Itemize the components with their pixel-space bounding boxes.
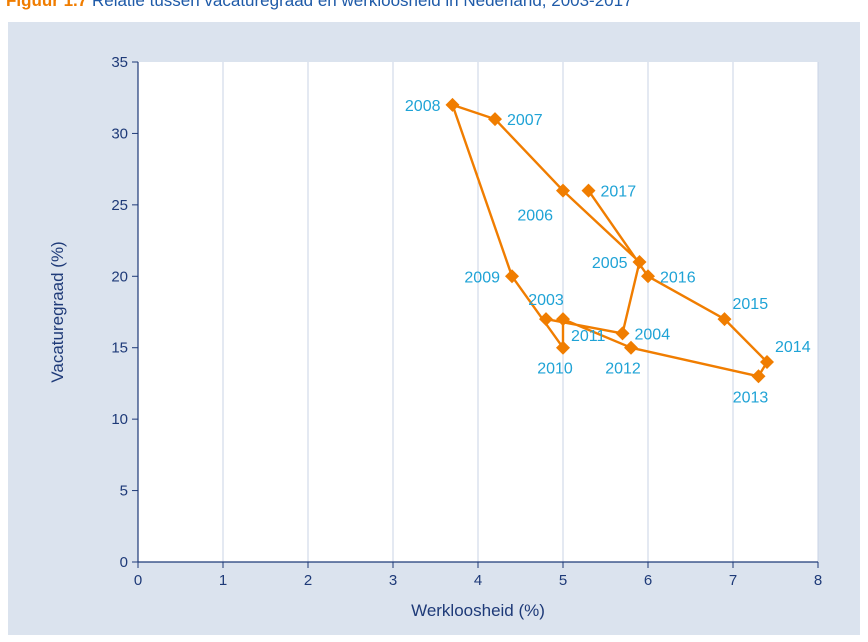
point-label-2008: 2008 (405, 98, 441, 115)
point-label-2016: 2016 (660, 269, 696, 286)
x-tick-label: 7 (729, 572, 737, 589)
x-tick-label: 8 (814, 572, 822, 589)
figure-caption-text: Relatie tussen vacaturegraad en werkloos… (91, 0, 633, 10)
figure-caption-label: Figuur 1.7 (6, 0, 88, 10)
y-tick-label: 35 (111, 54, 128, 71)
x-tick-label: 2 (304, 572, 312, 589)
point-label-2017: 2017 (601, 184, 637, 201)
point-label-2010: 2010 (537, 361, 573, 378)
data-point-2008 (445, 97, 460, 112)
figure-caption: Figuur 1.7 Relatie tussen vacaturegraad … (6, 0, 856, 11)
point-label-2004: 2004 (635, 326, 671, 343)
y-tick-label: 30 (111, 125, 128, 142)
point-label-2013: 2013 (733, 389, 769, 406)
data-point-2014 (760, 355, 774, 369)
point-label-2003: 2003 (528, 292, 564, 309)
data-point-2015 (717, 312, 732, 327)
y-tick-label: 25 (111, 197, 128, 214)
point-label-2007: 2007 (507, 112, 543, 129)
grid-lines (222, 62, 819, 562)
x-tick-label: 6 (644, 572, 652, 589)
y-tick-label: 0 (120, 554, 128, 571)
data-point-2007 (488, 112, 502, 127)
point-label-2009: 2009 (464, 269, 500, 286)
point-label-2006: 2006 (517, 208, 553, 225)
y-tick-label: 5 (120, 483, 128, 500)
x-axis-title: Werkloosheid (%) (411, 601, 545, 620)
y-tick-label: 15 (111, 340, 128, 357)
data-point-2016 (641, 269, 655, 284)
data-point-2006 (556, 183, 570, 198)
data-point-2011 (556, 312, 570, 327)
point-label-2012: 2012 (605, 361, 641, 378)
y-tick-label: 20 (111, 268, 128, 285)
x-tick-label: 1 (219, 572, 227, 589)
x-tick-label: 4 (474, 572, 482, 589)
x-axis-ticks: 0 1 2 3 4 5 6 7 8 (134, 562, 822, 589)
data-point-2003 (539, 312, 553, 327)
point-label-2014: 2014 (775, 339, 811, 356)
data-point-2009 (505, 269, 519, 284)
x-tick-label: 0 (134, 572, 142, 589)
data-point-2013 (751, 369, 766, 384)
x-tick-label: 3 (389, 572, 397, 589)
x-tick-label: 5 (559, 572, 567, 589)
point-labels: 2003 2004 2005 2006 2007 2008 2009 2010 2011 2012… (405, 98, 811, 406)
y-tick-label: 10 (111, 411, 128, 428)
data-point-2017 (581, 183, 596, 198)
point-label-2011: 2011 (571, 328, 606, 345)
y-axis-title: Vacaturegraad (%) (48, 241, 67, 382)
data-point-2004 (615, 326, 630, 341)
data-point-2010 (556, 340, 570, 355)
data-points (445, 97, 774, 384)
point-label-2005: 2005 (592, 255, 628, 272)
data-point-2012 (624, 340, 638, 355)
point-label-2015: 2015 (733, 296, 769, 313)
y-axis-ticks: 0 5 10 15 20 25 30 35 (111, 54, 138, 571)
data-point-2005 (632, 255, 647, 269)
